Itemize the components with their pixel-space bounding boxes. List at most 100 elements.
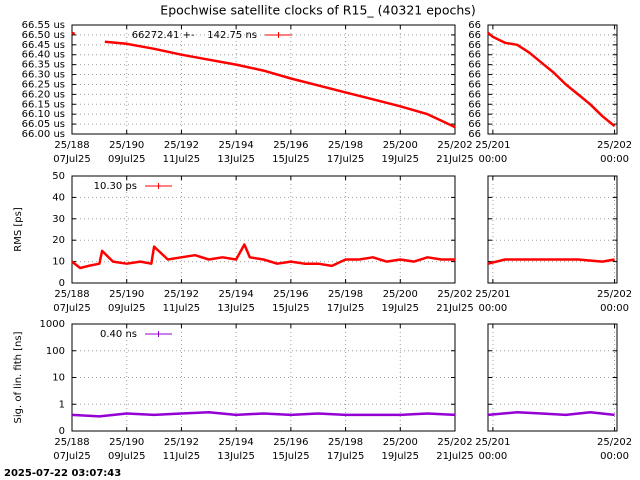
data-line xyxy=(487,31,616,128)
legend-label: 66272.41 +- 142.75 ns xyxy=(132,30,257,41)
y-tick-label: 66.15 us xyxy=(22,99,65,110)
y-tick-label: 66 xyxy=(468,119,481,130)
y-tick-label: 50 xyxy=(52,171,65,182)
data-line xyxy=(71,411,456,418)
chart-title: Epochwise satellite clocks of R15_ (4032… xyxy=(160,3,475,18)
y-tick-label: 0 xyxy=(59,426,65,437)
x-tick-sublabel: 11Jul25 xyxy=(163,303,201,314)
x-tick-label: 25/198 xyxy=(328,289,363,300)
x-tick-label: 25/192 xyxy=(164,140,199,151)
y-tick-label: 66.40 us xyxy=(22,50,65,61)
x-tick-sublabel: 00:00 xyxy=(600,451,629,462)
x-tick-label: 25/188 xyxy=(54,289,89,300)
x-tick-sublabel: 07Jul25 xyxy=(53,303,91,314)
x-tick-sublabel: 21Jul25 xyxy=(436,154,474,165)
x-tick-label: 25/200 xyxy=(383,140,418,151)
y-tick-label: 66 xyxy=(468,30,481,41)
y-tick-label: 66 xyxy=(468,70,481,81)
y-tick-label: 1 xyxy=(59,399,65,410)
x-tick-sublabel: 00:00 xyxy=(478,154,507,165)
data-line xyxy=(71,31,456,129)
plot-frame xyxy=(71,24,456,135)
x-tick-sublabel: 19Jul25 xyxy=(382,154,420,165)
x-tick-label: 25/190 xyxy=(109,140,144,151)
x-tick-sublabel: 00:00 xyxy=(478,451,507,462)
x-tick-label: 25/201 xyxy=(475,289,510,300)
y-tick-label: 10 xyxy=(52,257,65,268)
plot-frame xyxy=(487,175,618,284)
x-tick-sublabel: 17Jul25 xyxy=(327,303,365,314)
y-tick-label: 66 xyxy=(468,20,481,31)
data-line xyxy=(487,258,615,265)
x-tick-label: 25/202 xyxy=(597,437,632,448)
x-tick-sublabel: 07Jul25 xyxy=(53,154,91,165)
x-tick-sublabel: 09Jul25 xyxy=(108,303,146,314)
x-tick-label: 25/202 xyxy=(437,140,472,151)
y-tick-label: 0 xyxy=(59,278,65,289)
x-tick-label: 25/200 xyxy=(383,289,418,300)
x-tick-label: 25/192 xyxy=(164,289,199,300)
x-tick-label: 25/196 xyxy=(273,437,308,448)
x-tick-label: 25/202 xyxy=(597,140,632,151)
x-tick-label: 25/194 xyxy=(219,437,254,448)
x-tick-label: 25/188 xyxy=(54,437,89,448)
y-tick-label: 66 xyxy=(468,89,481,100)
x-tick-label: 25/194 xyxy=(219,289,254,300)
data-line xyxy=(487,411,615,417)
x-tick-label: 25/198 xyxy=(328,437,363,448)
y-tick-label: 66.50 us xyxy=(22,30,65,41)
y-tick-label: 66.20 us xyxy=(22,89,65,100)
data-line xyxy=(71,243,455,270)
y-tick-label: 1000 xyxy=(40,319,65,330)
y-tick-label: 40 xyxy=(52,192,65,203)
x-tick-sublabel: 13Jul25 xyxy=(217,451,255,462)
legend-label: 0.40 ns xyxy=(100,329,137,340)
y-tick-label: 66 xyxy=(468,40,481,51)
y-tick-label: 66 xyxy=(468,109,481,120)
y-tick-label: 66.05 us xyxy=(22,119,65,130)
x-tick-sublabel: 19Jul25 xyxy=(382,451,420,462)
y-tick-label: 66 xyxy=(468,50,481,61)
y-tick-label: 66.00 us xyxy=(22,129,65,140)
plot-frame xyxy=(487,24,618,135)
x-tick-sublabel: 17Jul25 xyxy=(327,154,365,165)
x-tick-sublabel: 00:00 xyxy=(600,154,629,165)
y-tick-label: 66.45 us xyxy=(22,40,65,51)
x-tick-sublabel: 00:00 xyxy=(600,303,629,314)
plot-frame xyxy=(71,175,456,284)
plot-frame xyxy=(71,323,456,432)
x-tick-sublabel: 09Jul25 xyxy=(108,451,146,462)
x-tick-sublabel: 15Jul25 xyxy=(272,154,310,165)
x-tick-sublabel: 13Jul25 xyxy=(217,154,255,165)
plot-frame xyxy=(487,323,618,432)
legend-label: 10.30 ps xyxy=(94,181,137,192)
x-tick-label: 25/196 xyxy=(273,289,308,300)
x-tick-label: 25/202 xyxy=(437,289,472,300)
x-tick-sublabel: 17Jul25 xyxy=(327,451,365,462)
x-tick-sublabel: 19Jul25 xyxy=(382,303,420,314)
x-tick-label: 25/190 xyxy=(109,437,144,448)
y-tick-label: 66.55 us xyxy=(22,20,65,31)
x-tick-label: 25/202 xyxy=(597,289,632,300)
x-tick-label: 25/201 xyxy=(475,437,510,448)
y-tick-label: 10 xyxy=(52,373,65,384)
x-tick-label: 25/198 xyxy=(328,140,363,151)
y-axis-label: Sig. of lin. fith [ns] xyxy=(13,331,24,423)
x-tick-sublabel: 21Jul25 xyxy=(436,303,474,314)
y-tick-label: 20 xyxy=(52,235,65,246)
x-tick-sublabel: 00:00 xyxy=(478,303,507,314)
x-tick-label: 25/190 xyxy=(109,289,144,300)
y-tick-label: 66 xyxy=(468,99,481,110)
x-tick-sublabel: 11Jul25 xyxy=(163,154,201,165)
y-axis-label: RMS [ps] xyxy=(13,207,24,252)
x-tick-sublabel: 07Jul25 xyxy=(53,451,91,462)
x-tick-label: 25/188 xyxy=(54,140,89,151)
x-tick-sublabel: 11Jul25 xyxy=(163,451,201,462)
y-tick-label: 66.35 us xyxy=(22,60,65,71)
y-tick-label: 66.30 us xyxy=(22,70,65,81)
x-tick-sublabel: 15Jul25 xyxy=(272,451,310,462)
y-tick-label: 100 xyxy=(46,346,65,357)
y-tick-label: 66 xyxy=(468,79,481,90)
x-tick-label: 25/201 xyxy=(475,140,510,151)
